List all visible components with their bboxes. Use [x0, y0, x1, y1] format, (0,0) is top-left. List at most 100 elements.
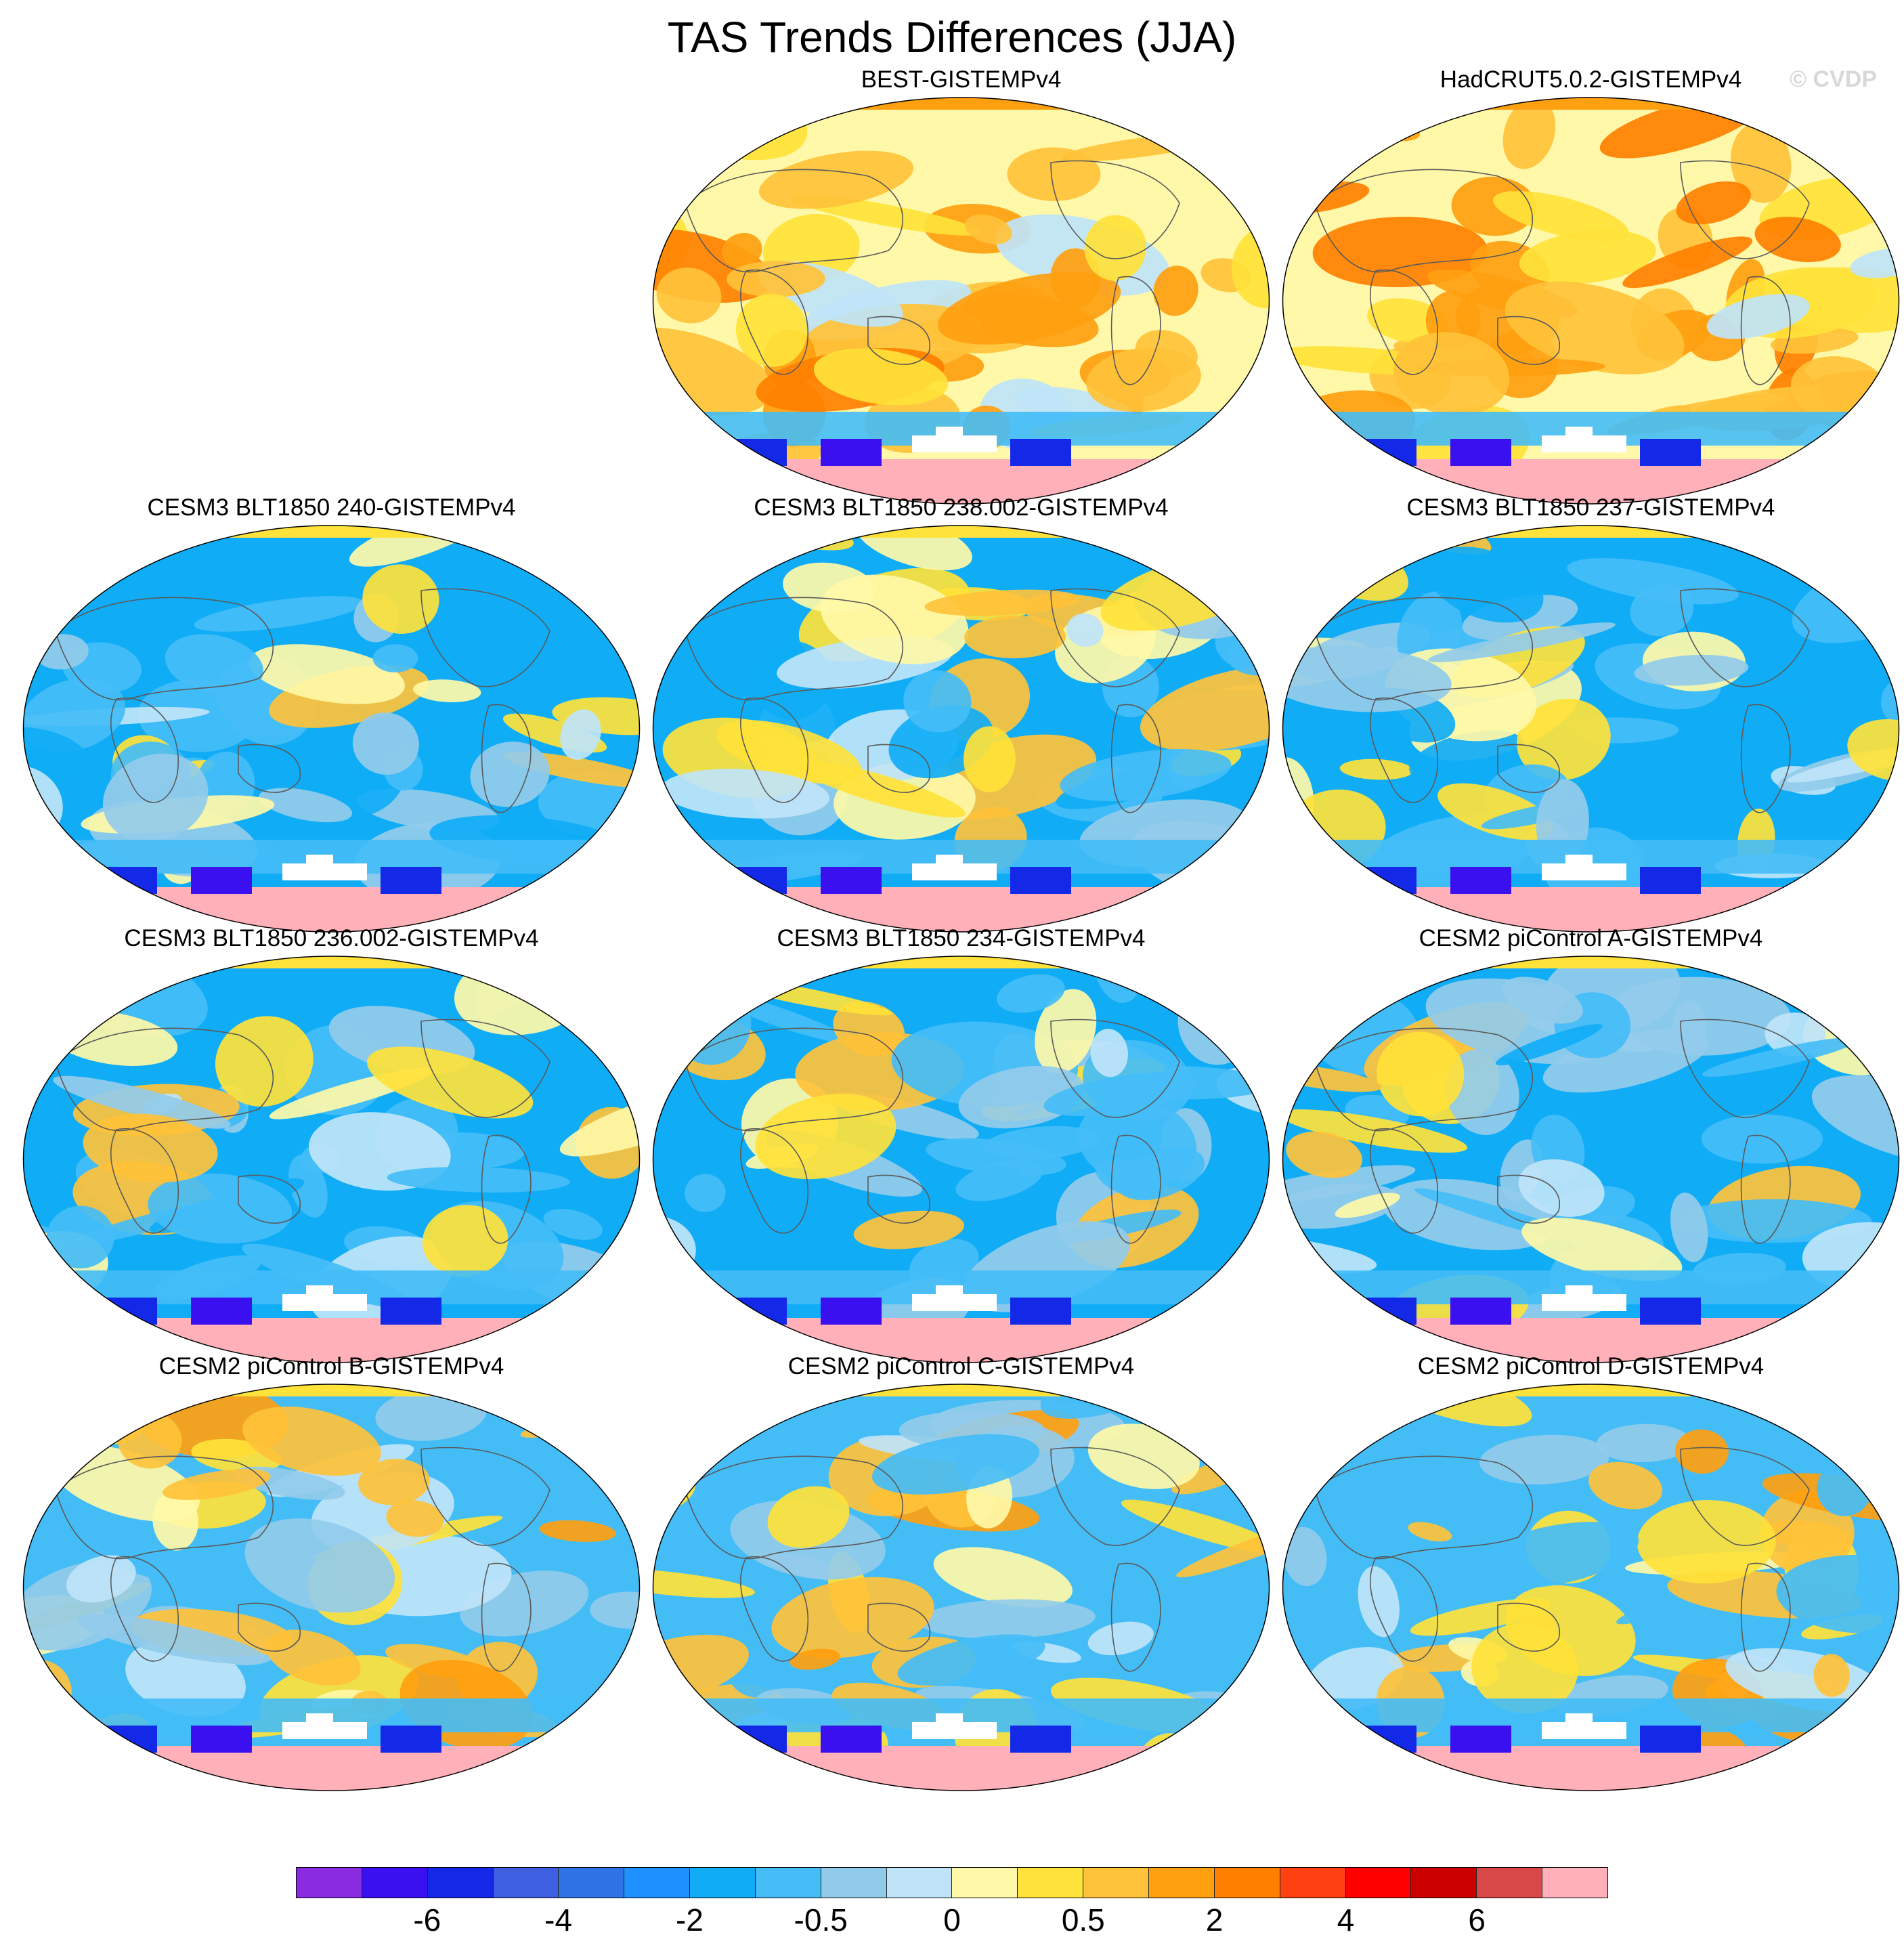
antarctic-coastal-patch: [1450, 1726, 1511, 1753]
trend-anomaly-blob: [1495, 1024, 1603, 1066]
map-panel: CESM2 piControl A-GISTEMPv4: [1274, 925, 1904, 1365]
trend-anomaly-blob: [23, 727, 91, 786]
map-panel: CESM3 BLT1850 234-GISTEMPv4: [645, 925, 1278, 1365]
trend-anomaly-blob: [933, 1547, 1073, 1608]
coastline: [685, 169, 904, 273]
trend-anomaly-blob: [793, 760, 966, 818]
coastline: [1370, 1556, 1439, 1662]
map-border: [652, 525, 1270, 933]
trend-anomaly-blob: [1596, 1424, 1691, 1463]
colorbar-swatch: [1477, 1868, 1543, 1898]
trend-anomaly-blob: [162, 1469, 271, 1500]
trend-anomaly-blob: [767, 1486, 850, 1548]
trend-anomaly-blob: [1299, 98, 1364, 100]
coastline: [420, 1019, 550, 1118]
coastline: [1497, 1602, 1561, 1652]
trend-anomaly-blob: [244, 1518, 395, 1613]
trend-anomaly-blob: [1087, 1621, 1154, 1656]
coastline: [1314, 169, 1534, 273]
trend-anomaly-blob: [1007, 147, 1101, 201]
coastline: [740, 1128, 809, 1234]
antarctic-coastal-patch: [1816, 1726, 1877, 1753]
trend-anomaly-blob: [66, 1555, 136, 1603]
antarctic-coastal-patch: [1640, 439, 1701, 466]
panel-title: CESM2 piControl B-GISTEMPv4: [158, 1353, 504, 1379]
robinson-map: [1282, 956, 1900, 1363]
coastline: [867, 1174, 931, 1224]
trend-anomaly-blob: [590, 1591, 640, 1629]
coastline: [238, 1174, 301, 1224]
coastline: [55, 1455, 274, 1560]
trend-anomaly-blob: [1043, 1072, 1199, 1117]
trend-anomaly-blob: [1393, 332, 1510, 416]
trend-anomaly-blob: [1153, 265, 1198, 316]
colorbar-swatch: [1083, 1868, 1149, 1898]
coastline: [55, 1027, 274, 1132]
robinson-map: [22, 956, 641, 1363]
colorbar-swatch: [821, 1868, 887, 1898]
antarctic-coastal-patch: [381, 1726, 441, 1753]
colorbar-swatch: [362, 1868, 428, 1898]
trend-anomaly-blob: [964, 726, 1016, 792]
robinson-map: [652, 525, 1270, 933]
colorbar-tick-label: 4: [1337, 1902, 1355, 1938]
trend-anomaly-blob: [215, 1016, 313, 1107]
coastline: [1050, 1447, 1180, 1546]
coastline: [1314, 1455, 1534, 1560]
trend-anomaly-blob: [997, 974, 1065, 1013]
coastline: [685, 597, 904, 701]
coastline: [1740, 276, 1791, 385]
trend-anomaly-blob: [288, 1155, 328, 1218]
trend-anomaly-blob: [248, 644, 405, 704]
trend-anomaly-blob: [1339, 758, 1414, 780]
map-panel: CESM3 BLT1850 236.002-GISTEMPv4: [15, 925, 648, 1365]
map-border: [652, 1384, 1270, 1791]
antarctic-coastal-patch: [381, 1298, 441, 1325]
colorbar-swatch: [886, 1868, 953, 1898]
colorbar-swatch: [1411, 1868, 1477, 1898]
antarctic-coastal-patch: [1186, 1726, 1247, 1753]
coastline: [110, 1128, 179, 1234]
trend-anomaly-blob: [1588, 1461, 1663, 1510]
trend-anomaly-blob: [1847, 719, 1899, 782]
antarctic-coastal-patch: [1010, 867, 1071, 894]
trend-anomaly-blob: [559, 1082, 640, 1157]
trend-anomaly-blob: [1731, 123, 1792, 203]
trend-anomaly-blob: [148, 1173, 293, 1244]
trend-anomaly-blob: [919, 1599, 1096, 1639]
trend-anomaly-blob: [759, 150, 914, 209]
trend-anomaly-blob: [685, 1174, 726, 1212]
map-border: [22, 525, 641, 933]
coastline: [1050, 588, 1180, 687]
trend-anomaly-blob: [1634, 654, 1749, 686]
missing-data-region: [282, 855, 367, 880]
coastline: [867, 316, 931, 365]
missing-data-region: [912, 1285, 997, 1311]
coastline: [238, 744, 301, 793]
trend-anomaly-blob: [1850, 248, 1899, 278]
colorbar-tick-label: -6: [413, 1902, 441, 1938]
cvdp-watermark: © CVDP: [1790, 66, 1877, 92]
colorbar-tick-label: -4: [544, 1902, 573, 1938]
trend-anomaly-blob: [755, 1094, 896, 1180]
coastline: [740, 697, 809, 803]
trend-anomaly-blob: [853, 1210, 964, 1249]
antarctic-coastal-patch: [557, 867, 618, 894]
trend-anomaly-blob: [470, 742, 550, 807]
trend-anomaly-blob: [584, 842, 640, 868]
robinson-map: [1282, 97, 1900, 505]
trend-anomaly-blob: [1706, 294, 1810, 339]
trend-anomaly-blob: [1702, 1037, 1859, 1077]
coastline: [1314, 597, 1534, 701]
trend-anomaly-blob: [670, 984, 706, 1001]
trend-anomaly-blob: [653, 1568, 755, 1598]
colorbar-swatch: [1018, 1868, 1084, 1898]
trend-anomaly-blob: [1040, 1384, 1192, 1419]
antarctica-region: [23, 1746, 640, 1791]
trend-anomaly-blob: [661, 528, 814, 555]
coastline: [481, 704, 532, 813]
trend-anomaly-blob: [1637, 1499, 1776, 1584]
trend-anomaly-blob: [46, 1205, 114, 1268]
trend-anomaly-blob: [1676, 1199, 1872, 1243]
trend-anomaly-blob: [53, 1075, 231, 1129]
